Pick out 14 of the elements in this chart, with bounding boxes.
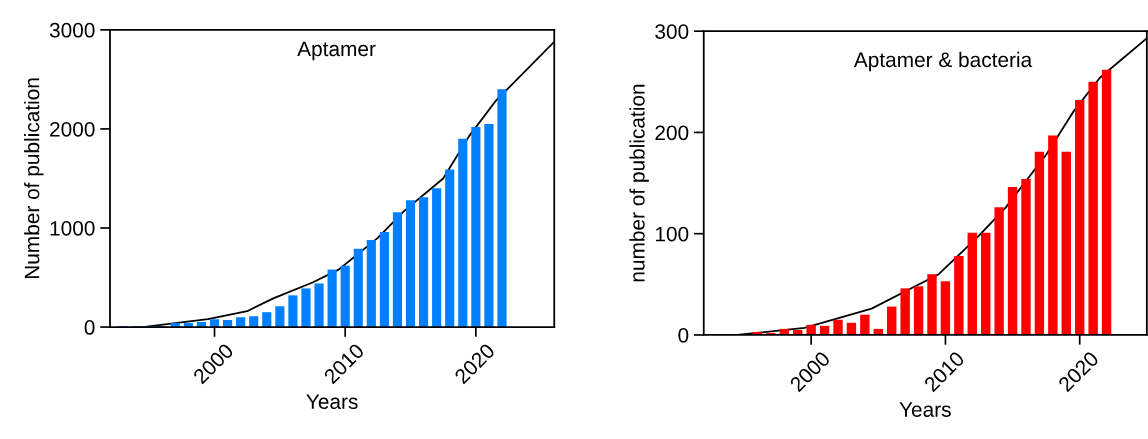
y-tick-label: 200 [655, 125, 689, 141]
y-tick-label: 2000 [50, 121, 95, 137]
y-tick-label: 1000 [50, 220, 95, 236]
y-tick-label: 100 [655, 226, 689, 242]
text: Aptamer & bacteria [853, 51, 1033, 72]
y-axis-title: number of publication [629, 84, 649, 282]
y-axis-title: Number of publication [24, 78, 44, 279]
x-axis-title: Years [306, 394, 358, 409]
y-tick-label: 300 [655, 24, 689, 39]
y-tick-label: 0 [84, 320, 95, 335]
y-tick-label: 3000 [49, 22, 95, 38]
text: Aptamer [297, 41, 376, 61]
y-tick-label: 0 [678, 327, 689, 343]
x-axis-title: Years [899, 402, 951, 417]
